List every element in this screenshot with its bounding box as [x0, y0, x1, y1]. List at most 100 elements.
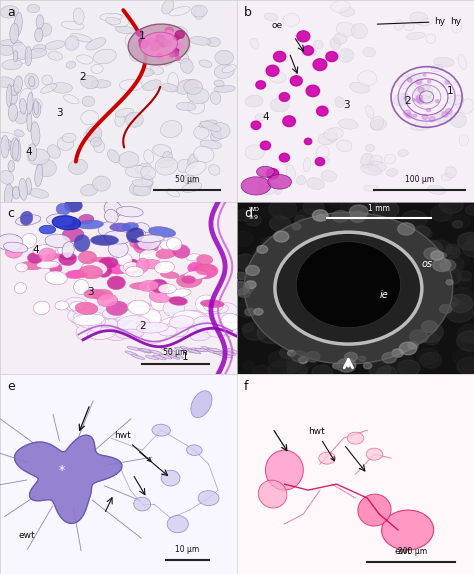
- Ellipse shape: [398, 76, 411, 88]
- Ellipse shape: [126, 266, 144, 277]
- Ellipse shape: [163, 152, 173, 161]
- Ellipse shape: [130, 232, 152, 240]
- Circle shape: [270, 322, 298, 343]
- Circle shape: [279, 92, 290, 102]
- Ellipse shape: [130, 238, 143, 248]
- Circle shape: [443, 257, 464, 272]
- Circle shape: [335, 258, 355, 272]
- Ellipse shape: [268, 174, 292, 189]
- Ellipse shape: [184, 79, 202, 94]
- Ellipse shape: [335, 96, 344, 107]
- Ellipse shape: [186, 254, 202, 261]
- Ellipse shape: [313, 40, 323, 49]
- Circle shape: [351, 266, 362, 274]
- Ellipse shape: [182, 311, 208, 329]
- Ellipse shape: [196, 265, 216, 275]
- Text: 10 μm: 10 μm: [175, 545, 200, 554]
- Text: WD: WD: [249, 207, 260, 212]
- Ellipse shape: [15, 111, 27, 124]
- Ellipse shape: [336, 22, 356, 36]
- Circle shape: [328, 240, 343, 250]
- Ellipse shape: [67, 308, 95, 323]
- Ellipse shape: [303, 158, 310, 172]
- Circle shape: [376, 245, 392, 257]
- Ellipse shape: [334, 33, 347, 44]
- Circle shape: [410, 330, 428, 343]
- Ellipse shape: [81, 184, 98, 196]
- Ellipse shape: [161, 83, 178, 92]
- Circle shape: [336, 364, 343, 370]
- Ellipse shape: [316, 146, 329, 159]
- Ellipse shape: [398, 150, 408, 157]
- Circle shape: [386, 238, 406, 253]
- Ellipse shape: [191, 5, 207, 17]
- Ellipse shape: [459, 134, 469, 146]
- Ellipse shape: [29, 189, 49, 198]
- Circle shape: [424, 323, 443, 336]
- Ellipse shape: [94, 141, 105, 153]
- Ellipse shape: [258, 480, 287, 508]
- Ellipse shape: [82, 96, 95, 106]
- Circle shape: [334, 337, 357, 354]
- Circle shape: [359, 356, 366, 362]
- Circle shape: [373, 200, 399, 219]
- Circle shape: [317, 106, 328, 116]
- Text: 50 μm: 50 μm: [163, 348, 188, 357]
- Circle shape: [279, 153, 290, 162]
- Ellipse shape: [270, 72, 286, 83]
- Circle shape: [272, 311, 289, 324]
- Ellipse shape: [126, 112, 143, 127]
- Ellipse shape: [86, 38, 106, 50]
- Circle shape: [462, 241, 474, 257]
- Circle shape: [392, 289, 403, 297]
- Ellipse shape: [441, 173, 452, 181]
- Ellipse shape: [265, 170, 275, 181]
- Ellipse shape: [132, 355, 145, 359]
- Ellipse shape: [174, 347, 188, 351]
- Circle shape: [411, 320, 421, 328]
- Ellipse shape: [76, 311, 106, 329]
- Ellipse shape: [32, 102, 41, 118]
- Ellipse shape: [76, 324, 92, 340]
- Ellipse shape: [208, 325, 227, 337]
- Circle shape: [464, 356, 474, 366]
- Ellipse shape: [2, 59, 22, 70]
- Ellipse shape: [27, 5, 40, 13]
- Circle shape: [283, 261, 310, 281]
- Circle shape: [359, 233, 388, 254]
- Ellipse shape: [187, 87, 209, 104]
- Ellipse shape: [393, 94, 410, 106]
- Ellipse shape: [351, 24, 367, 39]
- Ellipse shape: [331, 1, 350, 12]
- Circle shape: [297, 31, 310, 42]
- Ellipse shape: [93, 303, 124, 319]
- Ellipse shape: [59, 252, 76, 266]
- Circle shape: [453, 220, 463, 228]
- Circle shape: [257, 324, 285, 343]
- Ellipse shape: [78, 251, 97, 264]
- Circle shape: [272, 358, 299, 378]
- Circle shape: [237, 288, 250, 297]
- Circle shape: [150, 43, 160, 51]
- Ellipse shape: [169, 316, 194, 328]
- Circle shape: [245, 311, 255, 319]
- Ellipse shape: [350, 82, 370, 93]
- Circle shape: [369, 362, 391, 377]
- Circle shape: [276, 241, 302, 261]
- Text: *: *: [58, 464, 65, 476]
- Ellipse shape: [191, 331, 210, 341]
- Ellipse shape: [73, 314, 104, 326]
- Ellipse shape: [33, 45, 46, 52]
- Ellipse shape: [162, 0, 174, 14]
- Ellipse shape: [137, 235, 164, 242]
- Circle shape: [292, 258, 312, 273]
- Ellipse shape: [358, 71, 377, 86]
- Ellipse shape: [215, 51, 234, 65]
- Text: 4: 4: [25, 146, 32, 157]
- Ellipse shape: [318, 157, 330, 164]
- Ellipse shape: [259, 179, 270, 187]
- Ellipse shape: [98, 294, 118, 307]
- Circle shape: [267, 361, 294, 381]
- Ellipse shape: [116, 207, 143, 217]
- Circle shape: [440, 259, 456, 271]
